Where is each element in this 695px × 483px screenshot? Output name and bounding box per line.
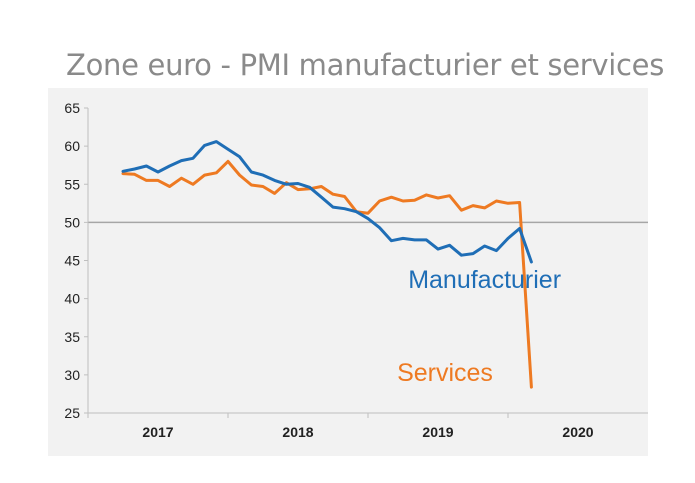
y-tick-label: 65 [64, 100, 80, 116]
x-tick-label: 2018 [282, 424, 313, 440]
chart-title: Zone euro - PMI manufacturier et service… [66, 48, 665, 82]
x-tick-labels: 2017 2018 2019 2020 [142, 424, 593, 440]
x-tick-label: 2017 [142, 424, 173, 440]
y-tick-label: 45 [64, 253, 80, 269]
series-label-services: Services [397, 359, 493, 387]
x-tick-label: 2020 [562, 424, 593, 440]
y-tick-label: 35 [64, 329, 80, 345]
y-tick-label: 60 [64, 138, 80, 154]
series-line-manufacturier [121, 140, 533, 264]
axes [84, 107, 648, 418]
y-tick-label: 30 [64, 367, 80, 383]
series-lines [121, 140, 533, 389]
x-tick-label: 2019 [422, 424, 453, 440]
y-tick-labels: 25 30 35 40 45 50 55 60 65 [64, 100, 80, 421]
y-tick-label: 40 [64, 291, 80, 307]
series-label-manufacturier: Manufacturier [408, 266, 561, 294]
y-tick-label: 50 [64, 214, 80, 230]
series-line-services [121, 159, 533, 389]
y-tick-label: 25 [64, 405, 80, 421]
chart-panel [48, 88, 648, 456]
y-tick-label: 55 [64, 176, 80, 192]
